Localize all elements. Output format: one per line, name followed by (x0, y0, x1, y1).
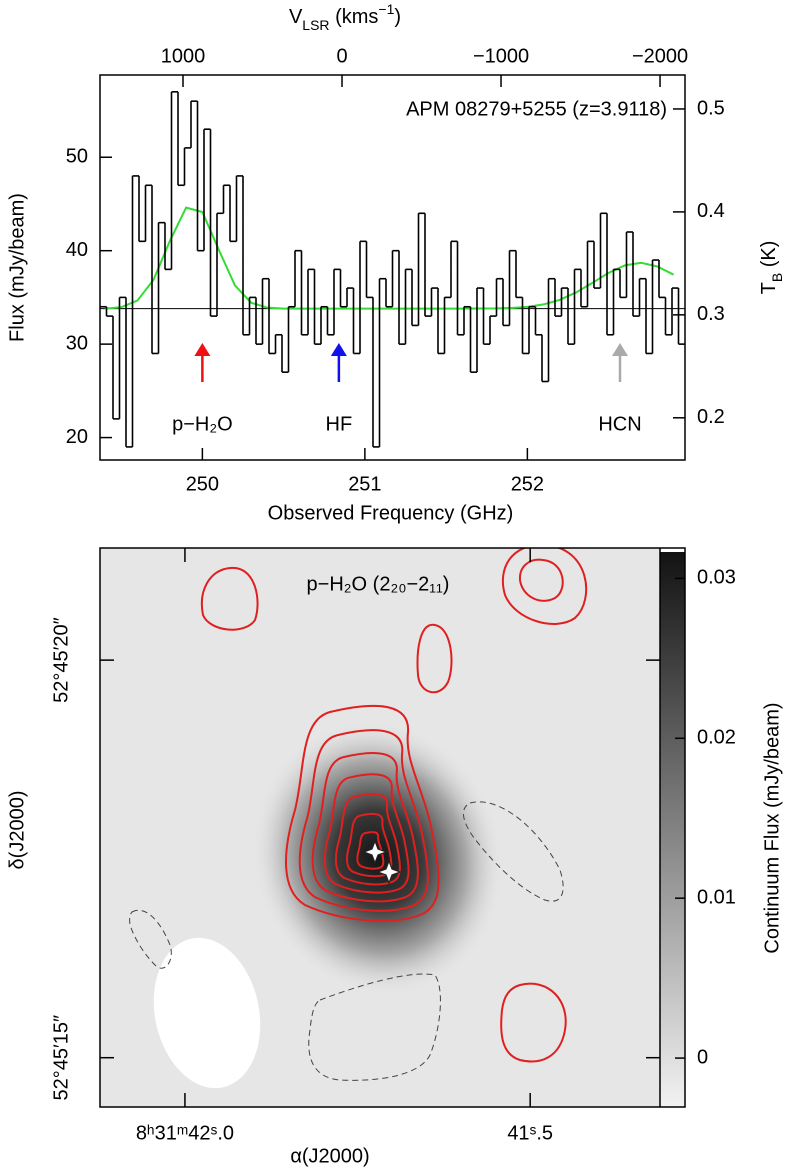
y-axis-label: δ(J2000) (6, 791, 28, 870)
contour (285, 704, 440, 922)
label-run: LSR (302, 17, 329, 33)
contour (500, 982, 567, 1063)
colorbar-tick-label: 0.03 (697, 567, 736, 589)
negative-contour (129, 909, 172, 969)
y2-tick-label: 0.4 (697, 200, 725, 222)
x2-axis-label: VLSR (kms−1) (289, 1, 401, 33)
label-run: (kms (330, 6, 379, 28)
colorbar-tick-label: 0.02 (697, 727, 736, 749)
y2-tick-label: 0.2 (697, 406, 725, 428)
image-position (362, 839, 388, 865)
y-tick-label: 30 (66, 332, 88, 354)
contour (323, 773, 410, 894)
label-run: ) (394, 6, 401, 28)
y-tick-label: 52°45′15″ (50, 1015, 72, 1101)
contour (200, 566, 259, 631)
contour (311, 752, 419, 903)
y-tick-label: 20 (66, 426, 88, 448)
x-axis-label: Observed Frequency (GHz) (268, 502, 514, 524)
x-tick-label: 252 (511, 473, 544, 495)
y-tick-label: 50 (66, 146, 88, 168)
y-tick-label: 40 (66, 239, 88, 261)
plot-area (100, 91, 685, 448)
continuum-emission (251, 719, 505, 997)
x2-tick-label: 1000 (161, 45, 206, 67)
y-tick-label: 52°45′20″ (50, 617, 72, 703)
contour (518, 558, 564, 602)
colorbar-tick-label: 0.01 (697, 886, 736, 908)
x2-tick-label: −1000 (473, 45, 529, 67)
x-tick-label: 41ˢ.5 (507, 1122, 553, 1144)
label-run: (K) (758, 241, 780, 273)
contour (356, 831, 385, 870)
line-label: HF (326, 413, 353, 435)
contour-label: p−H₂O (2₂₀−2₁₁) (307, 573, 450, 595)
negative-contour (463, 801, 564, 902)
contour (416, 623, 453, 694)
contour (298, 729, 429, 912)
x-tick-label: 8ʰ31ᵐ42ˢ.0 (136, 1122, 234, 1144)
label-run: V (289, 6, 303, 28)
colorbar-top (660, 548, 685, 552)
x2-tick-label: 0 (336, 45, 347, 67)
colorbar-tick-label: 0 (697, 1046, 708, 1068)
x-tick-label: 251 (348, 473, 381, 495)
source-label: APM 08279+5255 (z=3.9118) (406, 98, 667, 120)
beam (153, 937, 261, 1089)
y2-tick-label: 0.5 (697, 97, 725, 119)
y2-tick-label: 0.3 (697, 303, 725, 325)
frame (99, 74, 686, 461)
frame (99, 547, 686, 1108)
negative-contour (308, 973, 441, 1081)
image-area (100, 548, 660, 1107)
label-run: B (769, 273, 785, 282)
y2-axis-label: TB (K) (758, 241, 784, 295)
colorbar (660, 548, 685, 1107)
colorbar-label: Continuum Flux (mJy/beam) (761, 702, 783, 953)
x-axis-label: α(J2000) (290, 1145, 369, 1167)
spectrum-connector (105, 91, 680, 447)
arrow-head (330, 343, 347, 356)
x2-tick-label: −2000 (632, 45, 688, 67)
arrow-head (194, 343, 211, 356)
line-label: HCN (598, 413, 641, 435)
contour (501, 548, 588, 625)
label-run: T (758, 282, 780, 294)
contour (334, 793, 401, 886)
x-tick-label: 250 (186, 473, 219, 495)
fit-line (104, 206, 675, 310)
label-run: −1 (378, 1, 394, 17)
line-label: p−H₂O (172, 413, 233, 435)
arrow-head (612, 343, 628, 356)
image-position (376, 859, 402, 885)
y-axis-label: Flux (mJy/beam) (6, 193, 28, 342)
